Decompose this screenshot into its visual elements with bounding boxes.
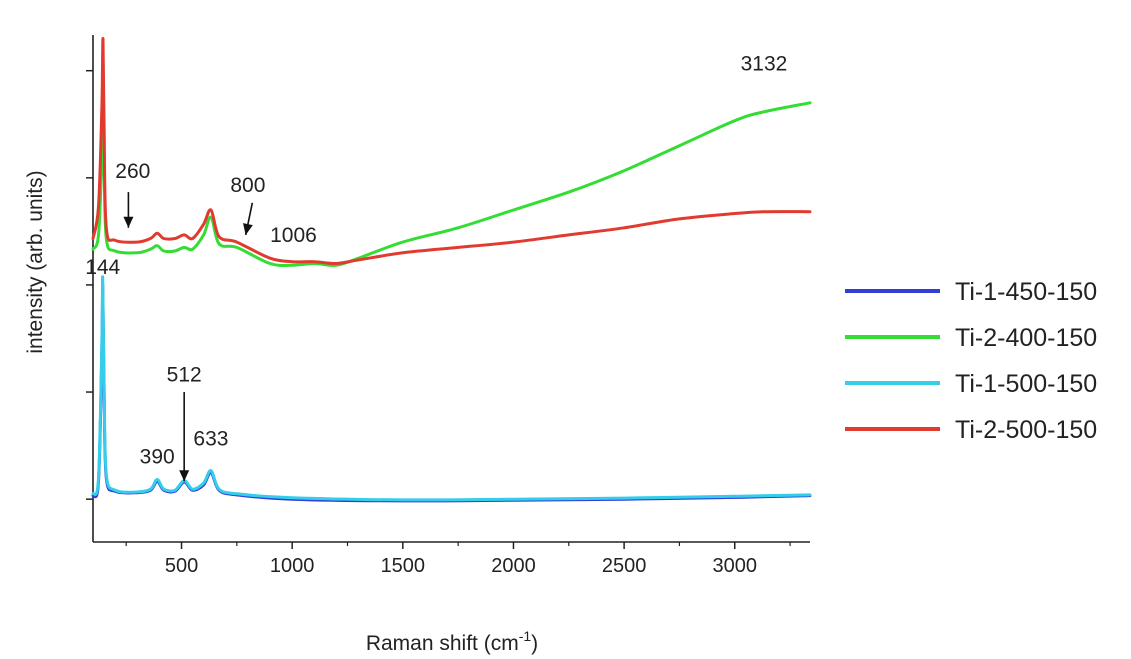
- legend-label-ti-1-450-150: Ti-1-450-150: [955, 278, 1097, 306]
- x-tick-label: 1500: [381, 555, 426, 577]
- series-line-ti-1-500-150: [91, 275, 812, 502]
- peak-label-3132: 3132: [741, 53, 788, 76]
- x-axis-title-close: ): [531, 632, 538, 655]
- peak-label-260: 260: [115, 160, 150, 183]
- x-tick-label: 2000: [491, 555, 536, 577]
- peak-label-633: 633: [193, 428, 228, 451]
- y-axis: [86, 35, 94, 542]
- series-line-ti-1-450-150: [91, 282, 812, 503]
- y-axis-title: intensity (arb. units): [24, 170, 47, 353]
- peak-label-1006: 1006: [270, 224, 317, 247]
- arrow-head-512: [179, 470, 190, 482]
- x-axis-title-superscript: -1: [519, 628, 532, 644]
- x-axis-title: Raman shift (cm-1): [366, 628, 538, 655]
- x-tick-label: 3000: [713, 555, 758, 577]
- legend-label-ti-2-400-150: Ti-2-400-150: [955, 324, 1097, 352]
- series-layer: [91, 37, 812, 503]
- legend-label-ti-1-500-150: Ti-1-500-150: [955, 370, 1097, 398]
- x-tick-label: 500: [165, 555, 198, 577]
- arrow-head-800: [243, 223, 253, 235]
- peak-label-144: 144: [85, 256, 120, 279]
- annotation-layer: 144 260 800 1006 3132 390 512 633: [85, 53, 787, 482]
- x-tick-label: 2500: [602, 555, 647, 577]
- x-axis-title-main: Raman shift (cm: [366, 632, 519, 655]
- peak-label-512: 512: [167, 363, 202, 386]
- arrow-head-260: [123, 216, 134, 228]
- x-axis: 500 1000 1500 2000 2500 3000: [93, 541, 810, 577]
- peak-label-800: 800: [230, 174, 265, 197]
- peak-label-390: 390: [140, 445, 175, 468]
- legend: Ti-1-450-150 Ti-2-400-150 Ti-1-500-150 Ti-2…: [845, 278, 1097, 444]
- series-line-ti-2-500-150: [91, 37, 812, 266]
- x-tick-label: 1000: [270, 555, 315, 577]
- legend-label-ti-2-500-150: Ti-2-500-150: [955, 416, 1097, 444]
- series-line-ti-2-400-150: [91, 97, 812, 268]
